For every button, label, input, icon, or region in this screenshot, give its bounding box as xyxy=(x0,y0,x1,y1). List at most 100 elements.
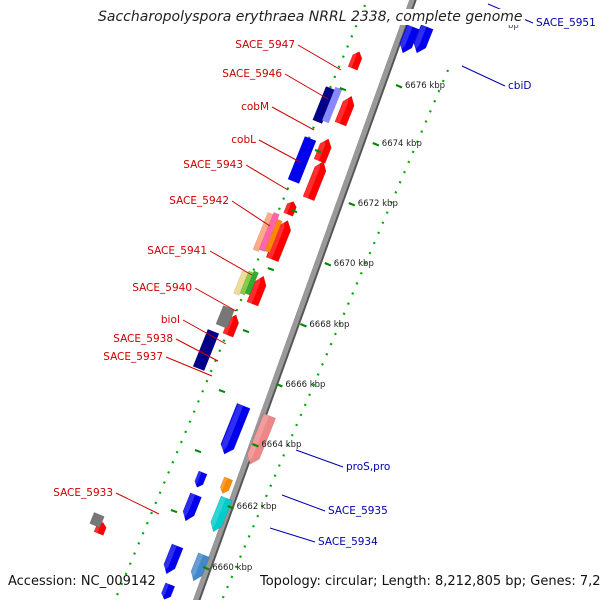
left-leader-line xyxy=(182,319,227,345)
gene-arrow xyxy=(194,470,208,488)
left-gene-label: bioI xyxy=(161,314,180,326)
feature-block xyxy=(287,136,317,184)
genome-backbone xyxy=(193,0,415,600)
left-gene-label: SACE_5933 xyxy=(53,487,113,499)
scale-tick xyxy=(348,201,356,207)
gene-arrow-highlight xyxy=(303,160,321,199)
right-gene-label: SACE_5935 xyxy=(328,505,388,517)
right-gene-label: cbiD xyxy=(508,80,531,92)
scale-tick xyxy=(251,442,259,448)
right-leader-line xyxy=(461,65,506,87)
left-leader-line xyxy=(175,338,219,362)
gene-block xyxy=(246,413,277,465)
gene-block xyxy=(399,24,420,54)
gene-arrow xyxy=(219,476,234,494)
scale-tick xyxy=(324,261,332,267)
left-gene-label: SACE_5947 xyxy=(235,39,295,51)
left-guide-tick xyxy=(314,149,322,154)
scale-top-partial-label: bp xyxy=(508,21,519,31)
right-gene-label: SACE_5951 xyxy=(536,17,596,29)
left-guide-tick xyxy=(267,267,275,272)
right-leader-line xyxy=(295,449,344,468)
feature-block xyxy=(244,270,259,296)
genome-summary-text: Topology: circular; Length: 8,212,805 bp… xyxy=(260,574,600,589)
outer-right-dotted-guide xyxy=(220,69,450,600)
gene-arrow-highlight xyxy=(347,50,357,68)
gene-block xyxy=(313,137,332,164)
left-gene-label: SACE_5943 xyxy=(183,159,243,171)
gene-arrow xyxy=(161,582,176,600)
feature-block xyxy=(192,328,220,372)
gene-arrow-highlight xyxy=(219,476,228,493)
left-leader-line xyxy=(209,250,253,276)
gene-block xyxy=(163,543,184,575)
left-leader-line xyxy=(258,139,301,163)
right-leader-line xyxy=(281,494,326,512)
scale-tick xyxy=(275,382,283,388)
gene-block xyxy=(210,495,233,533)
left-gene-label: SACE_5940 xyxy=(132,282,192,294)
gene-arrow-highlight xyxy=(247,274,261,304)
left-gene-label: SACE_5946 xyxy=(222,68,282,80)
gene-arrow-highlight xyxy=(247,413,270,463)
gene-arrow xyxy=(302,160,327,202)
left-gene-label: cobM xyxy=(241,101,269,113)
left-gene-label: SACE_5941 xyxy=(147,245,207,257)
left-guide-tick xyxy=(242,329,250,334)
gene-arrow-highlight xyxy=(266,219,285,260)
gene-arrow-highlight xyxy=(413,24,427,52)
gene-arrow xyxy=(210,495,233,533)
genome-title: Saccharopolyspora erythraea NRRL 2338, c… xyxy=(96,9,525,25)
gene-arrow xyxy=(220,402,251,455)
gene-arrow-highlight xyxy=(163,543,177,573)
left-leader-line xyxy=(245,164,289,191)
gene-arrow-highlight xyxy=(399,24,413,52)
gene-block xyxy=(194,470,208,488)
scale-tick-label: 6676 kbp xyxy=(405,81,445,91)
gene-arrow-highlight xyxy=(335,94,349,124)
scale-tick-label: 6660 kbp xyxy=(212,563,252,573)
left-gene-label: SACE_5938 xyxy=(113,333,173,345)
left-gene-label: SACE_5937 xyxy=(103,351,163,363)
scale-tick xyxy=(372,141,380,147)
feature-block xyxy=(233,270,249,296)
left-leader-line xyxy=(165,356,213,377)
gene-arrow-highlight xyxy=(161,582,170,599)
left-guide-tick xyxy=(218,389,226,394)
left-leader-line xyxy=(115,492,160,515)
left-leader-line xyxy=(194,287,237,312)
gene-arrow xyxy=(334,95,355,127)
left-guide-tick xyxy=(290,209,298,214)
scale-tick xyxy=(299,322,307,328)
right-gene-label: SACE_5934 xyxy=(318,536,378,548)
left-gene-label: cobL xyxy=(231,134,256,146)
gene-arrow xyxy=(190,552,210,582)
accession-text: Accession: NC_009142 xyxy=(8,574,156,589)
gene-arrow xyxy=(182,492,202,522)
right-gene-label: proS,pro xyxy=(346,461,390,473)
left-leader-line xyxy=(284,73,329,100)
scale-tick-label: 6674 kbp xyxy=(382,139,422,149)
feature-block xyxy=(264,218,283,254)
gene-arrow-highlight xyxy=(283,200,291,215)
left-leader-line xyxy=(271,106,315,131)
left-leader-line xyxy=(231,200,271,227)
gene-arrow-highlight xyxy=(190,552,204,580)
scale-tick xyxy=(395,83,403,89)
scale-tick-label: 6664 kbp xyxy=(261,440,301,450)
left-guide-tick xyxy=(170,509,178,514)
gene-arrow-highlight xyxy=(314,137,326,161)
gene-block xyxy=(161,582,176,600)
left-leader-line xyxy=(297,44,342,71)
scale-tick-label: 6670 kbp xyxy=(334,259,374,269)
gene-arrow-highlight xyxy=(221,403,244,453)
gene-arrow xyxy=(399,24,420,54)
gene-block xyxy=(334,94,355,127)
gene-arrow xyxy=(246,413,277,465)
left-guide-tick xyxy=(339,87,347,92)
feature-block xyxy=(89,512,105,528)
right-leader-line xyxy=(269,527,316,543)
feature-block xyxy=(321,86,343,124)
